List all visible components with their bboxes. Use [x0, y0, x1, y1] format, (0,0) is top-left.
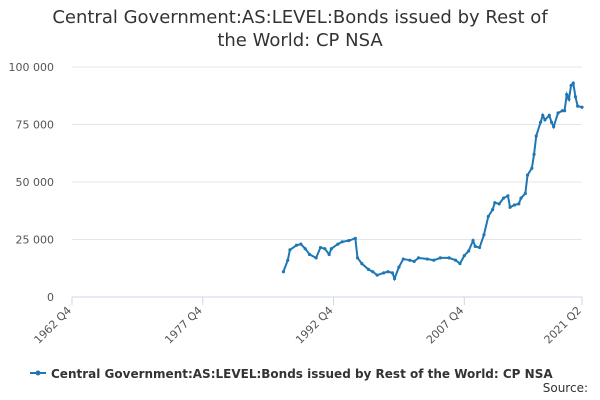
- point: [538, 120, 543, 124]
- point: [323, 247, 327, 251]
- point: [382, 271, 386, 275]
- point: [401, 257, 405, 261]
- point: [432, 258, 436, 262]
- point: [303, 247, 307, 251]
- point: [366, 267, 371, 271]
- point: [508, 205, 512, 209]
- point: [286, 258, 290, 262]
- point: [530, 166, 534, 170]
- point: [299, 242, 303, 246]
- point: [497, 202, 501, 206]
- point: [327, 252, 331, 257]
- point: [493, 201, 497, 205]
- point: [573, 95, 578, 99]
- point: [392, 277, 397, 281]
- point: [353, 236, 357, 240]
- point: [532, 152, 536, 156]
- point: [471, 239, 475, 243]
- chart-title: Central Government:AS:LEVEL:Bonds issued…: [52, 7, 548, 51]
- x-tick-label: 2007 Q4: [424, 304, 467, 347]
- point: [569, 83, 573, 87]
- point: [408, 258, 412, 262]
- point: [318, 245, 323, 250]
- point: [360, 262, 364, 266]
- point: [467, 249, 471, 253]
- point: [314, 256, 318, 260]
- point: [519, 196, 523, 200]
- x-tick-label: 1977 Q4: [162, 304, 205, 347]
- point: [425, 257, 429, 261]
- point: [562, 109, 567, 113]
- point: [336, 242, 340, 246]
- point: [390, 271, 394, 275]
- point: [438, 256, 442, 260]
- point: [397, 265, 401, 269]
- point: [347, 239, 351, 243]
- point: [307, 252, 312, 257]
- point: [412, 259, 416, 263]
- point: [294, 243, 299, 247]
- point: [501, 196, 506, 200]
- point: [523, 191, 527, 196]
- point: [580, 105, 584, 109]
- point: [512, 203, 517, 207]
- point: [506, 194, 510, 198]
- x-tick-label: 1992 Q4: [293, 304, 336, 347]
- legend-label: Central Government:AS:LEVEL:Bonds issued…: [51, 367, 553, 381]
- point: [549, 120, 554, 124]
- point: [576, 104, 580, 108]
- point: [281, 270, 286, 274]
- x-tick-label: 2021 Q2: [542, 304, 585, 347]
- y-tick-label: 75 000: [16, 119, 55, 132]
- point: [565, 93, 569, 97]
- point: [567, 97, 571, 101]
- point: [556, 111, 560, 115]
- point: [486, 214, 490, 219]
- legend-marker: [35, 370, 41, 376]
- point: [453, 258, 458, 262]
- source: Source:: [543, 381, 588, 395]
- point: [541, 113, 545, 117]
- point: [416, 256, 421, 260]
- x-tick-label: 1962 Q4: [32, 304, 75, 347]
- point: [386, 270, 390, 274]
- y-tick-label: 100 000: [9, 61, 55, 74]
- point: [477, 245, 482, 250]
- line: [282, 80, 583, 282]
- point: [355, 256, 360, 260]
- point: [547, 113, 551, 117]
- point: [462, 254, 466, 258]
- point: [534, 134, 538, 138]
- y-tick-label: 50 000: [16, 176, 55, 189]
- point: [371, 270, 375, 274]
- point: [525, 173, 530, 177]
- point: [491, 208, 495, 212]
- point: [543, 118, 547, 122]
- y-tick-label: 25 000: [16, 234, 55, 247]
- point: [447, 256, 451, 260]
- point: [375, 273, 379, 277]
- point: [473, 244, 477, 248]
- point: [552, 125, 556, 129]
- y-tick-label: 0: [47, 291, 54, 304]
- point: [288, 248, 292, 252]
- point: [482, 233, 486, 237]
- point: [571, 81, 575, 85]
- point: [458, 262, 462, 266]
- point: [340, 240, 344, 244]
- point: [517, 202, 521, 206]
- point: [329, 247, 333, 251]
